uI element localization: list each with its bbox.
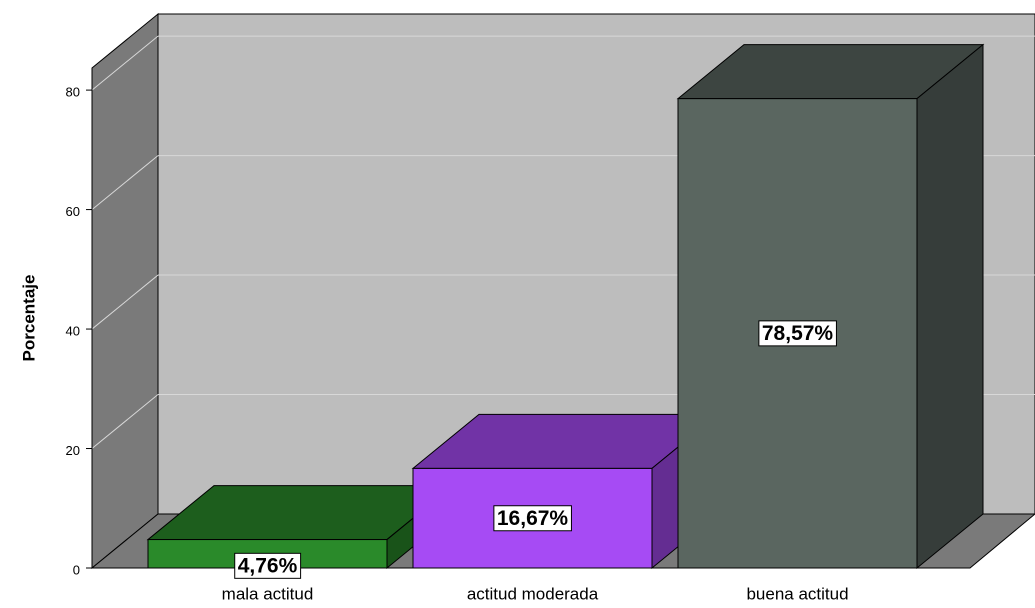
value-label-box [234,552,302,579]
value-label: 78,57% [762,322,834,345]
value-label-box [493,505,572,532]
y-tick-label: 40 [66,323,80,338]
value-label-box [758,320,837,347]
y-tick-label: 60 [66,204,80,219]
side-wall [91,12,159,570]
y-axis-label: Porcentaje [19,275,38,362]
grid-line [91,394,159,449]
y-tick-label: 20 [66,443,80,458]
x-tick-label: mala actitud [222,584,314,603]
grid-line [91,274,159,330]
grid-line [91,35,159,91]
bar-side [916,43,984,570]
y-tick-label: 80 [66,85,80,100]
x-tick-label: buena actitud [746,584,848,603]
x-tick-label: actitud moderada [467,584,599,603]
y-tick-label: 0 [73,562,80,577]
value-label: 16,67% [497,507,569,530]
value-label: 4,76% [238,554,298,577]
grid-line [91,155,159,210]
